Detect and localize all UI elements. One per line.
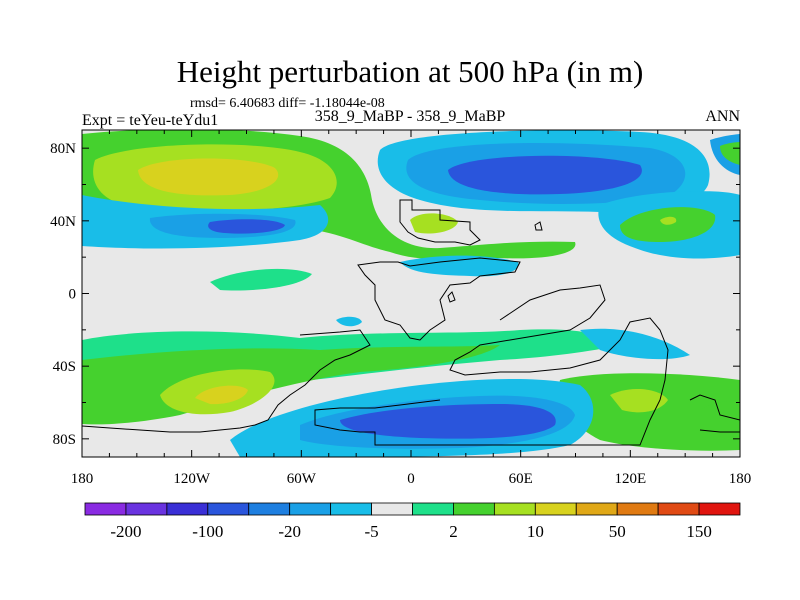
colorbar-label: -5	[364, 522, 378, 541]
colorbar-swatch	[534, 502, 577, 516]
colorbar-swatch	[371, 502, 413, 516]
colorbar-label: -20	[278, 522, 301, 541]
outline-small-isle	[447, 291, 456, 303]
colorbar-swatch	[575, 502, 618, 516]
colorbar-swatch	[125, 502, 168, 516]
contour-bands	[82, 130, 740, 457]
band-atlantic-yellowgreen	[410, 213, 458, 234]
band-north-pacific-yellow	[138, 158, 279, 196]
colorbar-label: -200	[110, 522, 141, 541]
colorbar-swatch	[166, 502, 209, 516]
x-tick-label: 60E	[509, 471, 533, 487]
colorbar-swatch	[289, 502, 332, 516]
x-tick-label: 120W	[173, 471, 211, 487]
band-south-lime-core	[195, 385, 248, 405]
band-tropic-cyan	[400, 255, 519, 277]
colorbar-swatch	[330, 502, 372, 516]
x-tick-label: 0	[407, 471, 415, 487]
y-tick-label: 80S	[53, 432, 76, 448]
outline-antarctic-east	[689, 394, 740, 433]
left-label: Expt = teYeu-teYdu1	[82, 112, 218, 129]
x-tick-label: 120E	[614, 471, 646, 487]
stats-label: rmsd= 6.40683 diff= -1.18044e-08	[190, 96, 385, 111]
band-tropic-green	[210, 268, 312, 291]
chart-title: Height perturbation at 500 hPa (in m)	[177, 54, 644, 89]
colorbar-swatch	[453, 502, 495, 516]
colorbar-swatch	[698, 502, 741, 516]
outline-south-america	[82, 329, 371, 433]
colorbar-swatch	[248, 502, 291, 516]
band-south-green-east-2	[610, 388, 668, 413]
colorbar-label: 2	[449, 522, 458, 541]
band-siberia-deepblue	[448, 155, 642, 195]
x-axis: 180 120W 60W 0 60E 120E 180	[71, 130, 752, 487]
outline-europe-africa	[399, 199, 481, 246]
y-tick-label: 0	[69, 287, 77, 303]
band-south-east-tail	[580, 328, 690, 360]
band-south-west-green	[700, 400, 740, 441]
band-south-green-east	[559, 373, 740, 451]
outline-small-isle-2	[534, 221, 543, 231]
y-axis: 80N 40N 0 40S 80S	[50, 141, 740, 448]
colorbar-swatch	[493, 502, 536, 516]
y-tick-label: 40S	[53, 359, 76, 375]
center-label: 358_9_MaBP - 358_9_MaBP	[315, 108, 506, 125]
outline-africa	[357, 257, 521, 341]
x-tick-label: 60W	[287, 471, 317, 487]
colorbar-swatch	[616, 502, 659, 516]
right-label: ANN	[705, 108, 740, 125]
x-tick-label: 180	[71, 471, 94, 487]
band-pacific-east-lime	[660, 216, 677, 225]
colorbar-swatch	[412, 502, 454, 516]
band-antarctic-deepblue	[340, 404, 556, 439]
band-tropic-speck	[336, 316, 362, 327]
colorbar-label: 50	[609, 522, 626, 541]
colorbar-label: -100	[192, 522, 223, 541]
colorbar: -200 -100 -20 -5 2 10 50 150	[84, 502, 741, 541]
continent-outlines	[82, 199, 740, 446]
colorbar-label: 150	[686, 522, 712, 541]
y-tick-label: 40N	[50, 214, 76, 230]
band-north-deepblue	[208, 219, 285, 234]
colorbar-swatch	[84, 502, 127, 516]
y-tick-label: 80N	[50, 141, 76, 157]
map-plot-area	[82, 130, 740, 457]
outline-asia-south	[314, 284, 669, 446]
colorbar-swatch	[207, 502, 250, 516]
colorbar-swatch	[657, 502, 700, 516]
x-tick-label: 180	[729, 471, 752, 487]
colorbar-label: 10	[527, 522, 544, 541]
